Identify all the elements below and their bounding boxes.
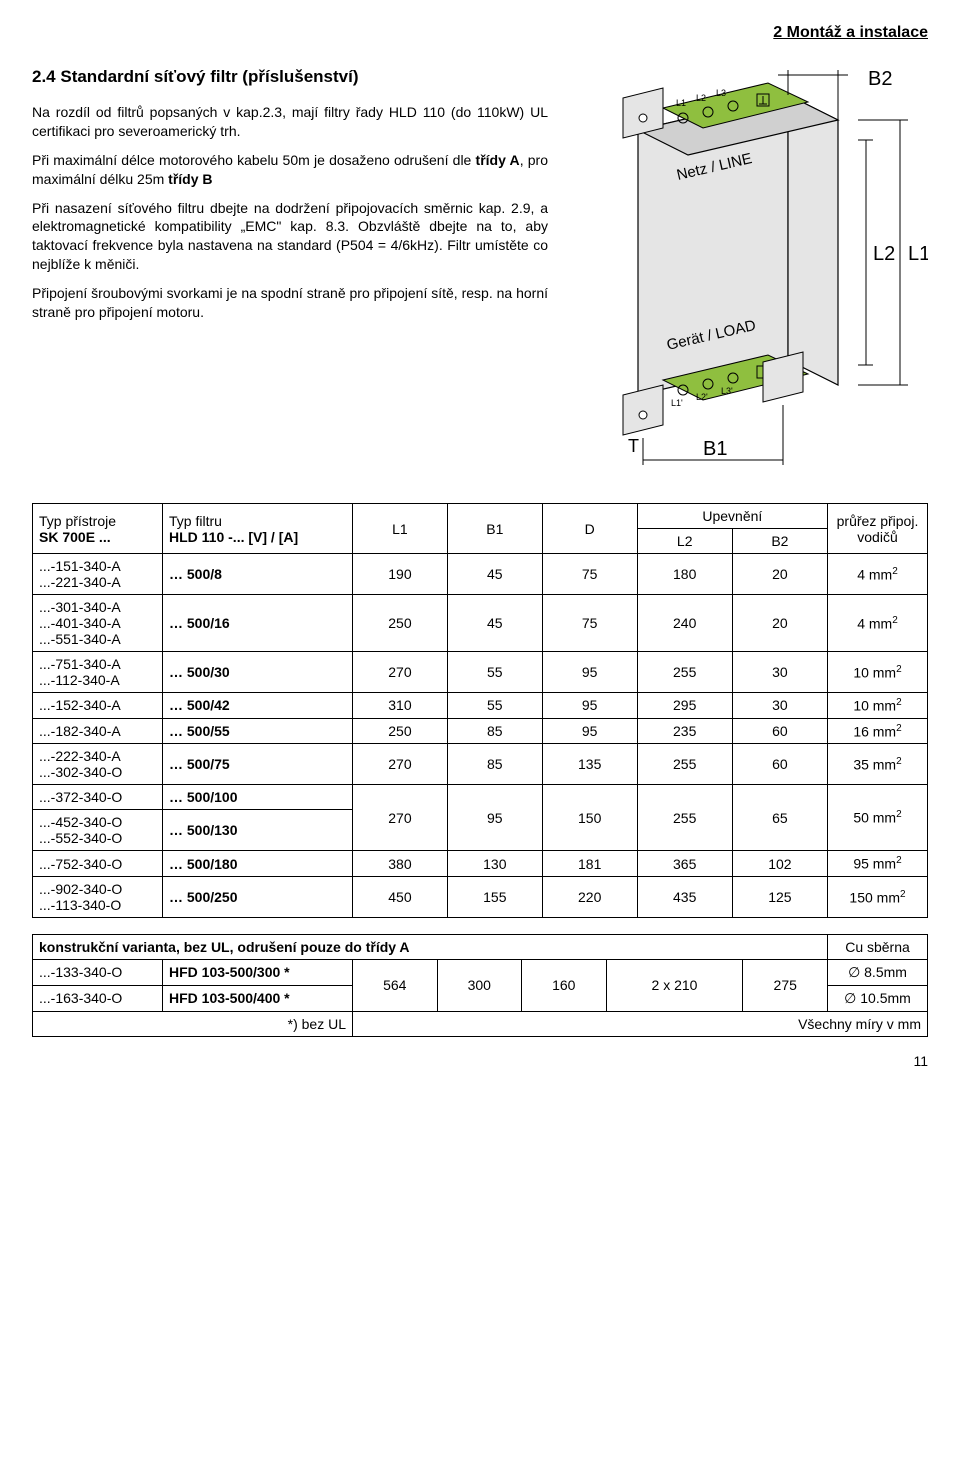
svg-text:L1': L1' (671, 398, 683, 408)
section-title: 2.4 Standardní síťový filtr (příslušenst… (32, 66, 548, 89)
para-2: Při maximální délce motorového kabelu 50… (32, 151, 548, 189)
para-1: Na rozdíl od filtrů popsaných v kap.2.3,… (32, 103, 548, 141)
para-4: Připojení šroubovými svorkami je na spod… (32, 284, 548, 322)
svg-text:L2: L2 (696, 93, 706, 103)
filter-diagram: L1 L2 L3 L1' L2' L3' (568, 50, 928, 473)
diagram-dim-b2: B2 (868, 68, 892, 90)
filter-table-main: Typ přístroje SK 700E ... Typ filtru HLD… (32, 503, 928, 918)
filter-table-variant: konstrukční varianta, bez UL, odrušení p… (32, 934, 928, 1037)
diagram-label-l1: L1 (676, 98, 686, 108)
diagram-dim-l2: L2 (873, 243, 895, 265)
svg-text:L2': L2' (696, 392, 708, 402)
svg-text:L3': L3' (721, 386, 733, 396)
para-3: Při nasazení síťového filtru dbejte na d… (32, 199, 548, 275)
diagram-dim-t: T (628, 436, 639, 456)
svg-text:L3: L3 (716, 88, 726, 98)
diagram-dim-b1: B1 (703, 438, 727, 460)
section-header: 2 Montáž a instalace (32, 24, 928, 42)
diagram-dim-l1: L1 (908, 243, 928, 265)
page-number: 11 (32, 1053, 928, 1069)
